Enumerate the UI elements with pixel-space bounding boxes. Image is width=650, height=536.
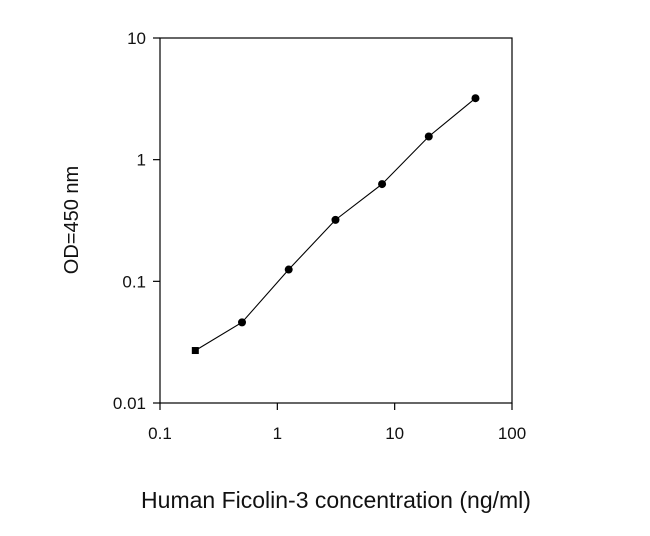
y-tick-label: 0.01 [113,394,146,413]
data-point [238,318,247,327]
y-tick-label: 0.1 [122,272,146,291]
data-point [331,215,340,224]
data-point [378,180,387,189]
data-point [191,347,199,355]
x-axis: 0.1 1 10 100 [148,403,526,443]
data-point [284,265,293,274]
data-point [471,94,480,103]
plot-frame [159,37,513,404]
data-point [424,132,433,141]
x-axis-title: Human Ficolin-3 concentration (ng/ml) [141,487,531,513]
y-axis: 0.01 0.1 1 10 [113,29,160,413]
data-points [191,94,480,355]
y-tick-label: 1 [137,151,146,170]
x-tick-label: 100 [498,424,526,443]
x-tick-label: 10 [385,424,404,443]
x-tick-label: 0.1 [148,424,172,443]
y-axis-title: OD=450 nm [61,166,83,274]
data-line [195,97,476,351]
x-tick-label: 1 [273,424,282,443]
y-tick-label: 10 [127,29,146,48]
